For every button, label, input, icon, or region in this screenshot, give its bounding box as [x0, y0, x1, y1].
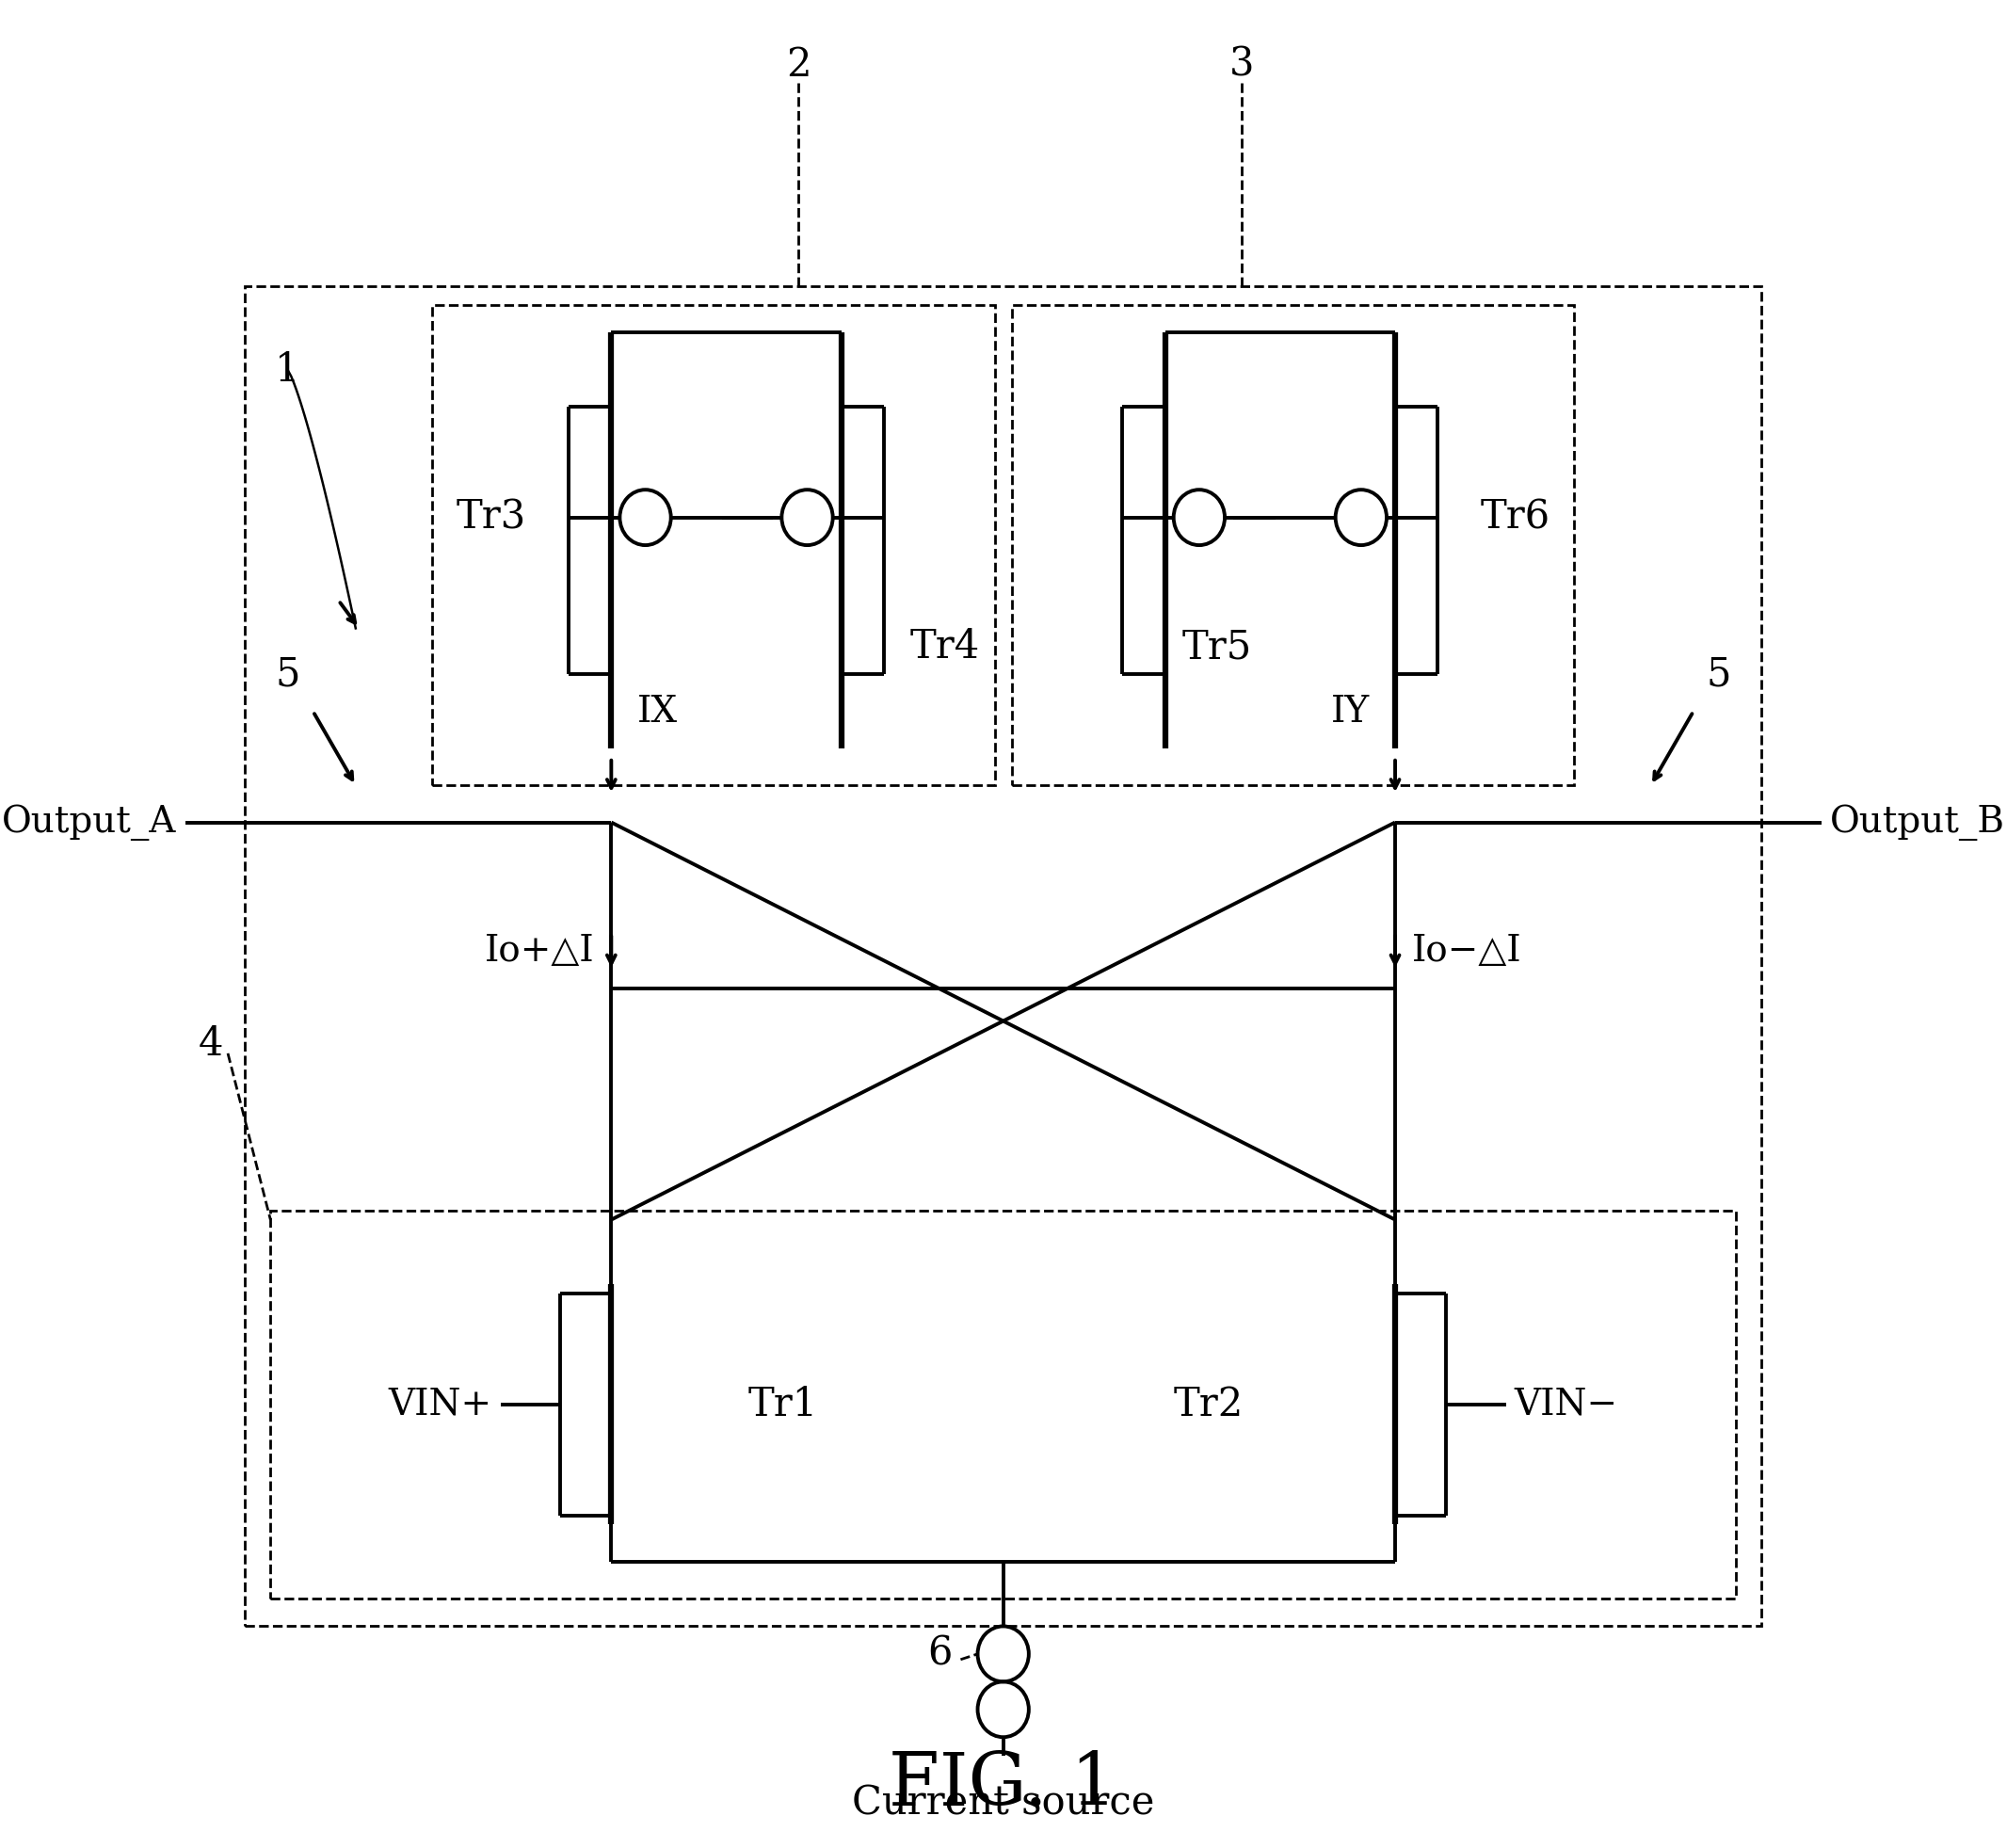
Text: IX: IX [636, 695, 678, 730]
Text: Tr3: Tr3 [456, 497, 526, 538]
Text: Tr1: Tr1 [747, 1384, 817, 1425]
Text: Tr4: Tr4 [909, 626, 979, 667]
Text: Current source: Current source [851, 1783, 1154, 1822]
Text: Output_B: Output_B [1830, 804, 2005, 841]
Text: Output_A: Output_A [2, 804, 177, 841]
Text: VIN+: VIN+ [387, 1388, 492, 1421]
Text: Tr2: Tr2 [1174, 1384, 1244, 1425]
Text: 5: 5 [275, 654, 299, 695]
Text: 6: 6 [927, 1634, 951, 1674]
Text: 5: 5 [1706, 654, 1732, 695]
Text: 4: 4 [199, 1024, 223, 1064]
Text: 2: 2 [787, 44, 811, 85]
Text: VIN−: VIN− [1515, 1388, 1618, 1421]
Bar [271, 1210, 1736, 1599]
Bar [245, 286, 1762, 1626]
Text: Tr5: Tr5 [1182, 626, 1252, 667]
Bar [432, 305, 995, 785]
Text: Io+△I: Io+△I [484, 935, 594, 968]
Text: Io−△I: Io−△I [1413, 935, 1521, 968]
Bar [1012, 305, 1573, 785]
Text: 1: 1 [275, 349, 299, 390]
Text: Tr6: Tr6 [1481, 497, 1549, 538]
Text: FIG. 1: FIG. 1 [889, 1748, 1118, 1820]
Text: 3: 3 [1230, 44, 1254, 85]
Text: IY: IY [1331, 695, 1369, 730]
